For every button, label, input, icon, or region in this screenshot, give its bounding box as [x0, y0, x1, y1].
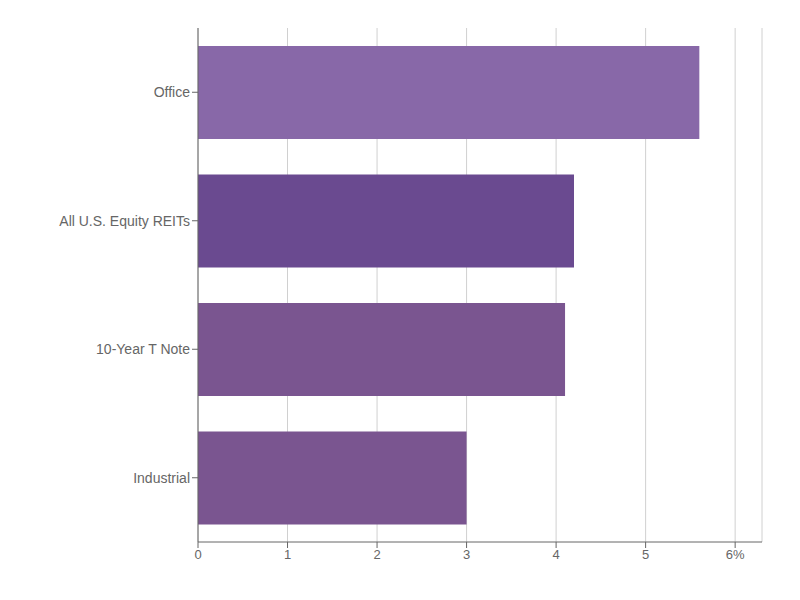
- svg-text:6%: 6%: [726, 547, 745, 562]
- svg-text:Industrial: Industrial: [133, 470, 190, 486]
- svg-text:3: 3: [463, 547, 470, 562]
- svg-text:4: 4: [552, 547, 559, 562]
- svg-text:5: 5: [642, 547, 649, 562]
- svg-text:10-Year T Note: 10-Year T Note: [96, 341, 190, 357]
- svg-text:0: 0: [194, 547, 201, 562]
- svg-text:Office: Office: [154, 84, 191, 100]
- svg-text:All U.S. Equity REITs: All U.S. Equity REITs: [59, 213, 190, 229]
- svg-text:1: 1: [284, 547, 291, 562]
- svg-text:2: 2: [373, 547, 380, 562]
